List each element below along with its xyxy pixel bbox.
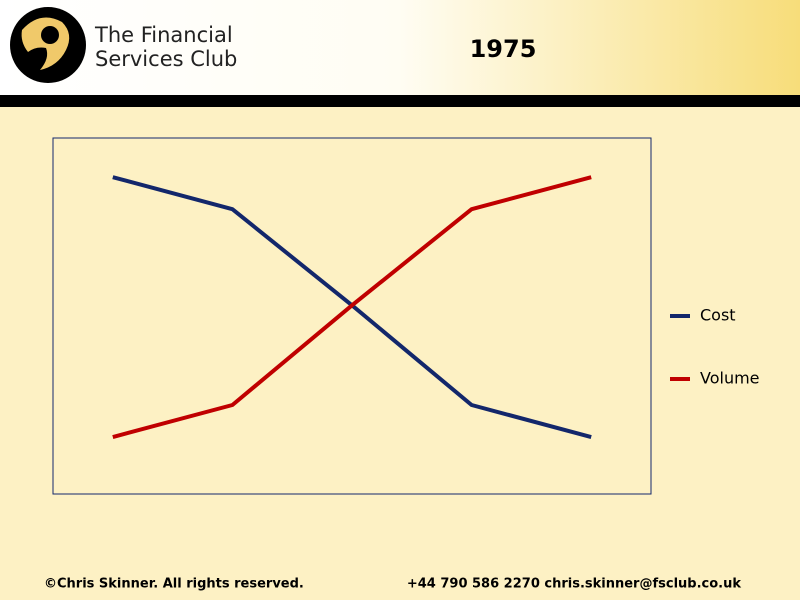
contact: +44 790 586 2270 chris.skinner@fsclub.co… xyxy=(407,577,742,592)
legend-label: Cost xyxy=(700,306,736,325)
logo xyxy=(10,7,86,83)
header xyxy=(0,0,800,95)
brand-line: Services Club xyxy=(95,47,237,71)
plot-area xyxy=(52,137,652,495)
brand-line: The Financial xyxy=(94,23,233,47)
line xyxy=(112,175,592,439)
header-bar xyxy=(0,95,800,107)
copyright: ©Chris Skinner. All rights reserved. xyxy=(44,577,304,592)
chart-title: 1975 xyxy=(470,35,537,63)
legend-label: Volume xyxy=(700,369,760,388)
